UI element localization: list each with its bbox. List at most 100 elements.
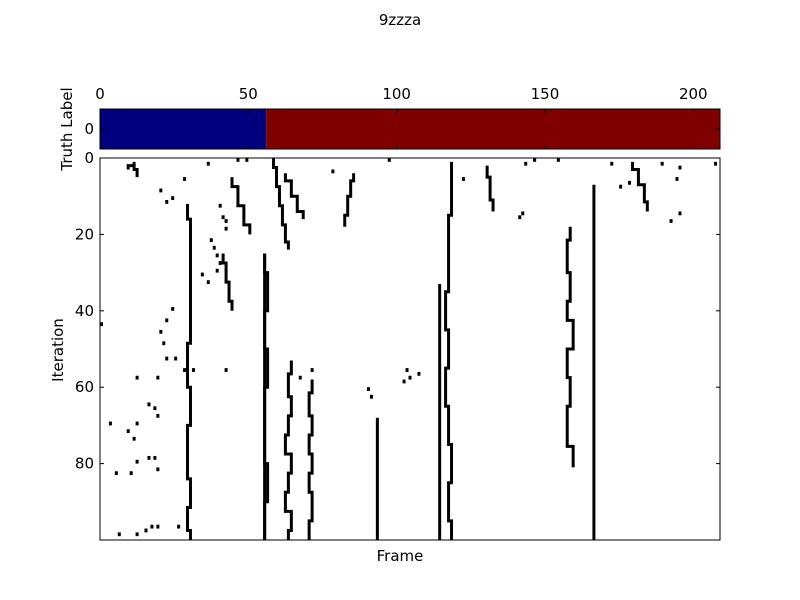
heatmap-cell xyxy=(236,158,240,162)
heatmap-cell xyxy=(524,161,528,166)
truth-label-segment-0 xyxy=(100,109,267,149)
heatmap-background xyxy=(100,158,720,540)
heatmap-cell xyxy=(135,375,139,380)
heatmap-cell xyxy=(218,261,222,265)
heatmap-frame xyxy=(99,157,721,541)
top-x-tick-label: 0 xyxy=(95,85,105,103)
heatmap-cell xyxy=(206,161,210,166)
heatmap-cell xyxy=(108,421,112,426)
heatmap-cell xyxy=(114,471,118,476)
heatmap-cell xyxy=(177,524,181,529)
heatmap-cell xyxy=(191,368,195,372)
heatmap-cell xyxy=(147,402,151,407)
heatmap-cell xyxy=(628,180,632,185)
heatmap-cell xyxy=(135,532,139,537)
heatmap-cell xyxy=(156,413,160,418)
heatmap-cell xyxy=(224,226,228,231)
heatmap-cell xyxy=(129,471,133,476)
heatmap-trace-5 xyxy=(444,161,454,540)
y-tick-label: 80 xyxy=(75,455,94,473)
heatmap-trace-9 xyxy=(307,379,314,540)
heatmap-cell xyxy=(135,459,139,464)
heatmap-cell xyxy=(402,379,406,384)
heatmap-cell xyxy=(206,280,210,285)
x-axis-label: Frame xyxy=(377,547,424,565)
heatmap-cells xyxy=(100,158,718,537)
truth-label-panel: 0 50 100 150 200 0 Truth Label xyxy=(58,85,721,172)
heatmap-trace-7 xyxy=(263,253,270,540)
heatmap-cell xyxy=(714,161,718,166)
iteration-heatmap-panel: 0 20 40 60 80 Frame Iteration xyxy=(49,149,721,565)
truth-label-y-ticks: 0 xyxy=(84,120,720,138)
heatmap-cell xyxy=(165,318,169,323)
heatmap-cell xyxy=(215,253,219,258)
heatmap-cell xyxy=(224,368,228,372)
heatmap-cell xyxy=(156,524,160,529)
heatmap-trace-16 xyxy=(221,253,234,311)
truth-label-segments xyxy=(100,109,720,149)
heatmap-cell xyxy=(417,371,421,376)
heatmap-cell xyxy=(218,203,222,208)
heatmap-cell xyxy=(298,375,302,380)
truth-label-segment-1 xyxy=(266,109,720,149)
heatmap-cell xyxy=(162,341,166,346)
heatmap-trace-17 xyxy=(126,161,139,178)
heatmap-y-ticks: 0 20 40 60 80 xyxy=(75,149,720,473)
heatmap-cell xyxy=(165,356,169,361)
heatmap-cell xyxy=(156,375,160,380)
heatmap-cell xyxy=(183,368,187,372)
chart-title: 9zzza xyxy=(379,11,421,29)
heatmap-cell xyxy=(174,356,178,361)
heatmap-cell xyxy=(200,272,204,277)
heatmap-trace-8 xyxy=(283,360,293,540)
heatmap-cell xyxy=(171,306,175,311)
heatmap-cell xyxy=(165,200,169,204)
heatmap-cell xyxy=(675,177,679,181)
heatmap-trace-15 xyxy=(230,177,252,235)
heatmap-cell xyxy=(144,528,148,533)
heatmap-cell xyxy=(405,368,409,372)
heatmap-trace-4 xyxy=(272,158,290,250)
heatmap-cell xyxy=(224,219,228,223)
heatmap-cell xyxy=(150,524,154,529)
heatmap-cell xyxy=(556,158,560,162)
top-x-tick-label: 200 xyxy=(679,85,708,103)
heatmap-cell xyxy=(366,387,370,392)
y-tick-label: 40 xyxy=(75,302,94,320)
heatmap-cell xyxy=(518,215,522,220)
heatmap-cell xyxy=(678,211,682,216)
heatmap-cell xyxy=(159,188,163,193)
heatmap-cell xyxy=(619,184,623,189)
top-x-tick-label: 100 xyxy=(382,85,411,103)
heatmap-trace-14 xyxy=(630,161,649,212)
y-tick-label: 0 xyxy=(84,149,94,167)
heatmap-cell xyxy=(221,215,225,220)
truth-label-axis-label: Truth Label xyxy=(58,87,76,171)
heatmap-cell xyxy=(147,455,151,460)
heatmap-cell xyxy=(153,455,157,460)
top-x-tick-label: 150 xyxy=(531,85,560,103)
truth-label-x-ticks: 0 50 100 150 200 xyxy=(95,85,708,149)
heatmap-traces xyxy=(126,158,649,540)
heatmap-trace-12 xyxy=(283,173,305,220)
y-tick-label: 60 xyxy=(75,378,94,396)
heatmap-cell xyxy=(153,406,157,411)
heatmap-cell xyxy=(310,368,314,372)
heatmap-cell xyxy=(156,467,160,472)
heatmap-cell xyxy=(678,165,682,170)
heatmap-cell xyxy=(215,268,219,273)
heatmap-cell xyxy=(461,177,465,181)
top-x-tick-label: 50 xyxy=(239,85,258,103)
heatmap-cell xyxy=(100,322,103,327)
heatmap-trace-13 xyxy=(343,173,356,227)
heatmap-cell xyxy=(331,169,335,174)
heatmap-cell xyxy=(132,436,136,441)
heatmap-cell xyxy=(610,161,614,166)
heatmap-trace-10 xyxy=(565,226,575,468)
heatmap-cell xyxy=(245,158,249,162)
heatmap-cell xyxy=(408,375,412,380)
heatmap-trace-11 xyxy=(485,165,495,212)
top-y-tick-label: 0 xyxy=(84,120,94,138)
y-axis-label: Iteration xyxy=(49,318,67,382)
